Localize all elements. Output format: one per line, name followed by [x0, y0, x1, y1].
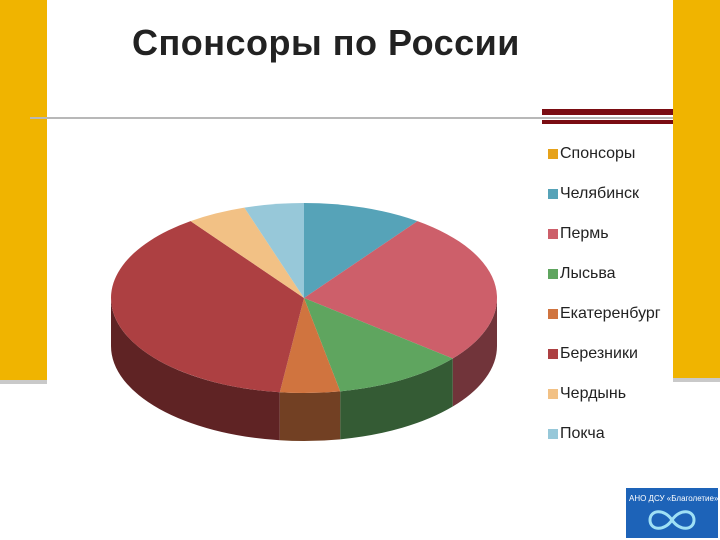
- pie-side-2: [340, 358, 453, 440]
- legend-swatch: [548, 349, 558, 359]
- pie-slice-Пермь: [304, 221, 497, 359]
- legend-swatch: [548, 189, 558, 199]
- legend-item: Лысьва: [548, 254, 672, 294]
- slide-title: Спонсоры по России: [132, 22, 520, 63]
- legend-item: Спонсоры: [548, 134, 672, 174]
- legend-label: Покча: [560, 425, 605, 442]
- legend-swatch: [548, 229, 558, 239]
- legend-item: Березники: [548, 334, 672, 374]
- legend-item: Челябинск: [548, 174, 672, 214]
- legend-item: Пермь: [548, 214, 672, 254]
- legend-swatch: [548, 389, 558, 399]
- pie-slice-Лысьва: [304, 298, 453, 392]
- pie-side-1: [452, 298, 497, 407]
- legend-item: Чердынь: [548, 374, 672, 414]
- pie-slice-Челябинск: [304, 203, 418, 298]
- pie-slice-Березники: [111, 221, 304, 393]
- dark-accent-line: [542, 109, 673, 115]
- logo-text: АНО ДСУ «Благолетие»: [629, 494, 719, 503]
- pie-slice-Чердынь: [190, 207, 304, 298]
- legend-label: Чердынь: [560, 385, 627, 402]
- left-accent-shadow: [0, 380, 47, 384]
- left-accent-bar: [0, 0, 47, 383]
- legend-swatch: [548, 149, 558, 159]
- legend-label: Челябинск: [560, 185, 639, 202]
- legend-label: Спонсоры: [560, 145, 636, 162]
- pie-slice-Покча: [244, 203, 304, 298]
- dark-accent-line-2: [542, 120, 673, 124]
- legend-swatch: [548, 269, 558, 279]
- infinity-logo-icon: [648, 510, 696, 530]
- right-accent-shadow: [673, 378, 720, 382]
- chart-legend: Спонсоры Челябинск Пермь Лысьва Екатеренбург…: [548, 134, 672, 454]
- right-accent-bar: [673, 0, 720, 380]
- legend-label: Лысьва: [560, 265, 616, 282]
- legend-item: Покча: [548, 414, 672, 454]
- organization-logo: АНО ДСУ «Благолетие»: [626, 488, 718, 538]
- legend-item: Екатеренбург: [548, 294, 672, 334]
- legend-label: Пермь: [560, 225, 609, 242]
- pie-side-3: [279, 391, 341, 441]
- legend-label: Екатеренбург: [560, 305, 661, 322]
- pie-side-4: [111, 298, 280, 441]
- legend-swatch: [548, 309, 558, 319]
- legend-swatch: [548, 429, 558, 439]
- title-divider: [30, 117, 673, 119]
- legend-label: Березники: [560, 345, 638, 362]
- pie-slice-Екатеренбург: [279, 298, 341, 394]
